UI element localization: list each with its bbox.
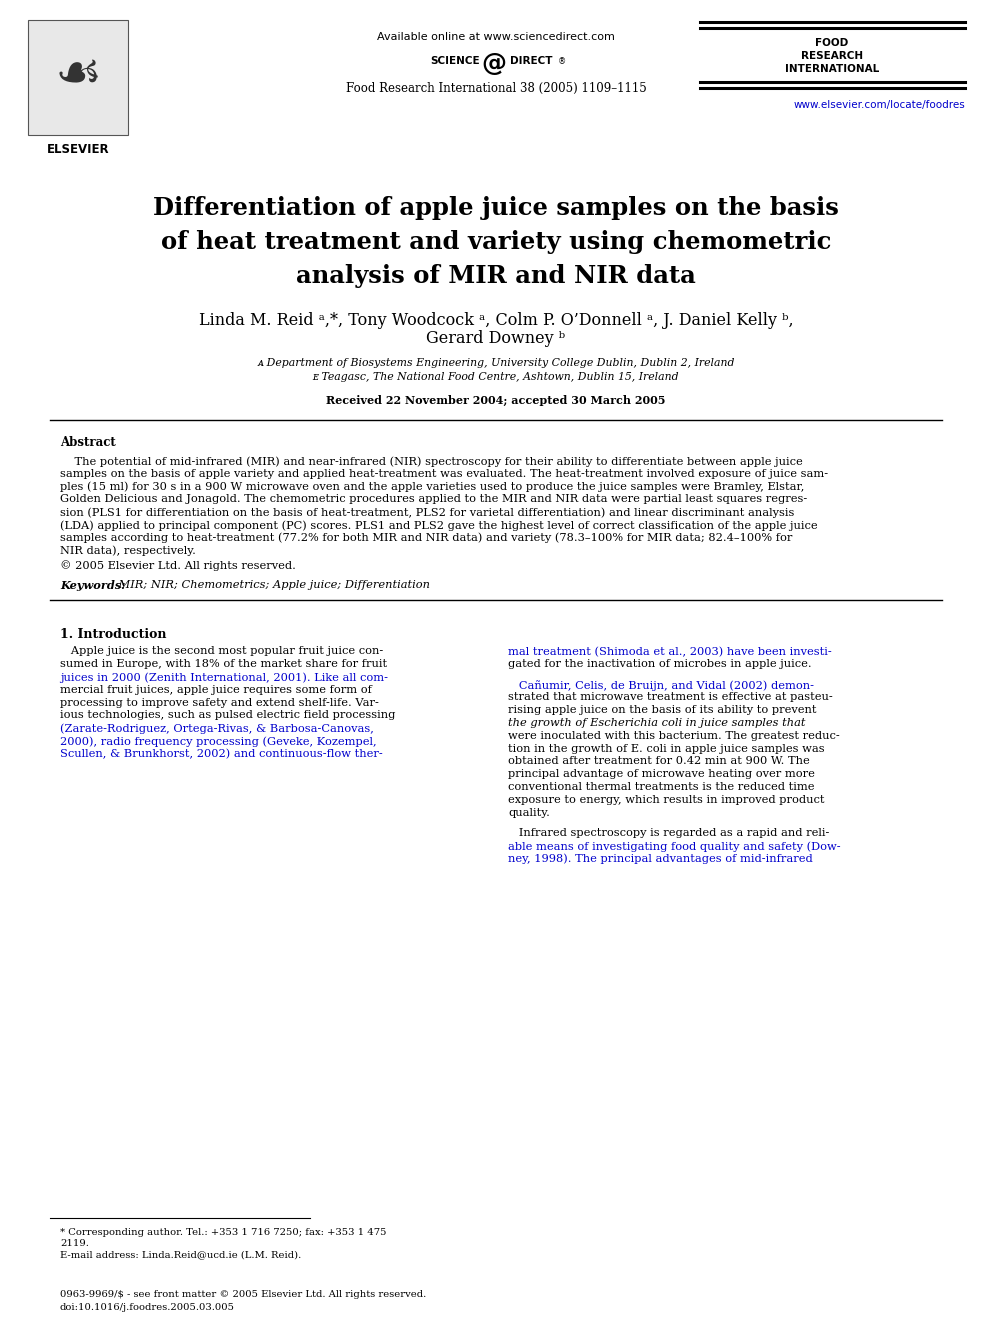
Text: INTERNATIONAL: INTERNATIONAL [785,64,879,74]
Text: sion (PLS1 for differentiation on the basis of heat-treatment, PLS2 for varietal: sion (PLS1 for differentiation on the ba… [60,507,795,517]
Text: The potential of mid-infrared (MIR) and near-infrared (NIR) spectroscopy for the: The potential of mid-infrared (MIR) and … [60,456,803,467]
Text: the growth of Escherichia coli in juice samples that: the growth of Escherichia coli in juice … [508,718,806,728]
Text: ious technologies, such as pulsed electric field processing: ious technologies, such as pulsed electr… [60,710,396,721]
Text: Linda M. Reid ᵃ,*, Tony Woodcock ᵃ, Colm P. O’Donnell ᵃ, J. Daniel Kelly ᵇ,: Linda M. Reid ᵃ,*, Tony Woodcock ᵃ, Colm… [198,312,794,329]
Text: Differentiation of apple juice samples on the basis: Differentiation of apple juice samples o… [153,196,839,220]
Text: rising apple juice on the basis of its ability to prevent: rising apple juice on the basis of its a… [508,705,816,716]
Text: ®: ® [558,57,566,66]
Text: of heat treatment and variety using chemometric: of heat treatment and variety using chem… [161,230,831,254]
Text: Scullen, & Brunkhorst, 2002) and continuous-flow ther-: Scullen, & Brunkhorst, 2002) and continu… [60,749,383,759]
Text: 1. Introduction: 1. Introduction [60,628,167,642]
Text: analysis of MIR and NIR data: analysis of MIR and NIR data [297,265,695,288]
Text: processing to improve safety and extend shelf-life. Var-: processing to improve safety and extend … [60,697,379,708]
Text: Infrared spectroscopy is regarded as a rapid and reli-: Infrared spectroscopy is regarded as a r… [508,828,829,839]
Text: quality.: quality. [508,807,550,818]
Text: ples (15 ml) for 30 s in a 900 W microwave oven and the apple varieties used to : ples (15 ml) for 30 s in a 900 W microwa… [60,482,805,492]
Text: Keywords:: Keywords: [60,581,126,591]
Text: E-mail address: Linda.Reid@ucd.ie (L.M. Reid).: E-mail address: Linda.Reid@ucd.ie (L.M. … [60,1250,302,1259]
Text: ☙: ☙ [55,49,101,101]
Text: juices in 2000 (Zenith International, 2001). Like all com-: juices in 2000 (Zenith International, 20… [60,672,388,683]
Text: www.elsevier.com/locate/foodres: www.elsevier.com/locate/foodres [794,101,965,110]
Text: ney, 1998). The principal advantages of mid-infrared: ney, 1998). The principal advantages of … [508,853,812,864]
Text: 2000), radio frequency processing (Geveke, Kozempel,: 2000), radio frequency processing (Gevek… [60,736,377,746]
Text: exposure to energy, which results in improved product: exposure to energy, which results in imp… [508,795,824,804]
Text: Abstract: Abstract [60,437,116,448]
Text: 2119.: 2119. [60,1240,89,1248]
Text: (Zarate-Rodriguez, Ortega-Rivas, & Barbosa-Canovas,: (Zarate-Rodriguez, Ortega-Rivas, & Barbo… [60,724,374,734]
Text: were inoculated with this bacterium. The greatest reduc-: were inoculated with this bacterium. The… [508,730,840,741]
Text: Golden Delicious and Jonagold. The chemometric procedures applied to the MIR and: Golden Delicious and Jonagold. The chemo… [60,495,807,504]
Text: * Corresponding author. Tel.: +353 1 716 7250; fax: +353 1 475: * Corresponding author. Tel.: +353 1 716… [60,1228,387,1237]
Text: sumed in Europe, with 18% of the market share for fruit: sumed in Europe, with 18% of the market … [60,659,387,669]
Text: obtained after treatment for 0.42 min at 900 W. The: obtained after treatment for 0.42 min at… [508,757,809,766]
Text: strated that microwave treatment is effective at pasteu-: strated that microwave treatment is effe… [508,692,832,703]
Text: mal treatment (Shimoda et al., 2003) have been investi-: mal treatment (Shimoda et al., 2003) hav… [508,647,831,656]
Text: Food Research International 38 (2005) 1109–1115: Food Research International 38 (2005) 11… [345,82,647,95]
Text: gated for the inactivation of microbes in apple juice.: gated for the inactivation of microbes i… [508,659,811,669]
Text: samples according to heat-treatment (77.2% for both MIR and NIR data) and variet: samples according to heat-treatment (77.… [60,533,793,544]
Text: samples on the basis of apple variety and applied heat-treatment was evaluated. : samples on the basis of apple variety an… [60,468,828,479]
Bar [28,20,128,135]
Text: ᴀ Department of Biosystems Engineering, University College Dublin, Dublin 2, Ire: ᴀ Department of Biosystems Engineering, … [257,359,735,368]
Text: able means of investigating food quality and safety (Dow-: able means of investigating food quality… [508,841,840,852]
Text: DIRECT: DIRECT [510,56,553,66]
Text: Received 22 November 2004; accepted 30 March 2005: Received 22 November 2004; accepted 30 M… [326,396,666,406]
Text: Gerard Downey ᵇ: Gerard Downey ᵇ [427,329,565,347]
Text: conventional thermal treatments is the reduced time: conventional thermal treatments is the r… [508,782,814,792]
Text: FOOD: FOOD [815,38,848,48]
Text: @: @ [481,52,507,75]
Text: doi:10.1016/j.foodres.2005.03.005: doi:10.1016/j.foodres.2005.03.005 [60,1303,235,1312]
Text: (LDA) applied to principal component (PC) scores. PLS1 and PLS2 gave the highest: (LDA) applied to principal component (PC… [60,520,817,531]
Text: NIR data), respectively.: NIR data), respectively. [60,545,195,556]
Text: SCIENCE: SCIENCE [430,56,479,66]
Text: Cañumir, Celis, de Bruijn, and Vidal (2002) demon-: Cañumir, Celis, de Bruijn, and Vidal (20… [508,680,814,691]
Text: RESEARCH: RESEARCH [801,52,863,61]
Text: ᴇ Teagasc, The National Food Centre, Ashtown, Dublin 15, Ireland: ᴇ Teagasc, The National Food Centre, Ash… [312,372,680,382]
Text: principal advantage of microwave heating over more: principal advantage of microwave heating… [508,769,814,779]
Text: tion in the growth of E. coli in apple juice samples was: tion in the growth of E. coli in apple j… [508,744,824,754]
Text: © 2005 Elsevier Ltd. All rights reserved.: © 2005 Elsevier Ltd. All rights reserved… [60,561,296,572]
Text: Apple juice is the second most popular fruit juice con-: Apple juice is the second most popular f… [60,647,383,656]
Text: 0963-9969/$ - see front matter © 2005 Elsevier Ltd. All rights reserved.: 0963-9969/$ - see front matter © 2005 El… [60,1290,427,1299]
Text: mercial fruit juices, apple juice requires some form of: mercial fruit juices, apple juice requir… [60,685,372,695]
Text: MIR; NIR; Chemometrics; Apple juice; Differentiation: MIR; NIR; Chemometrics; Apple juice; Dif… [115,581,430,590]
Text: Available online at www.sciencedirect.com: Available online at www.sciencedirect.co… [377,32,615,42]
Text: ELSEVIER: ELSEVIER [47,143,109,156]
